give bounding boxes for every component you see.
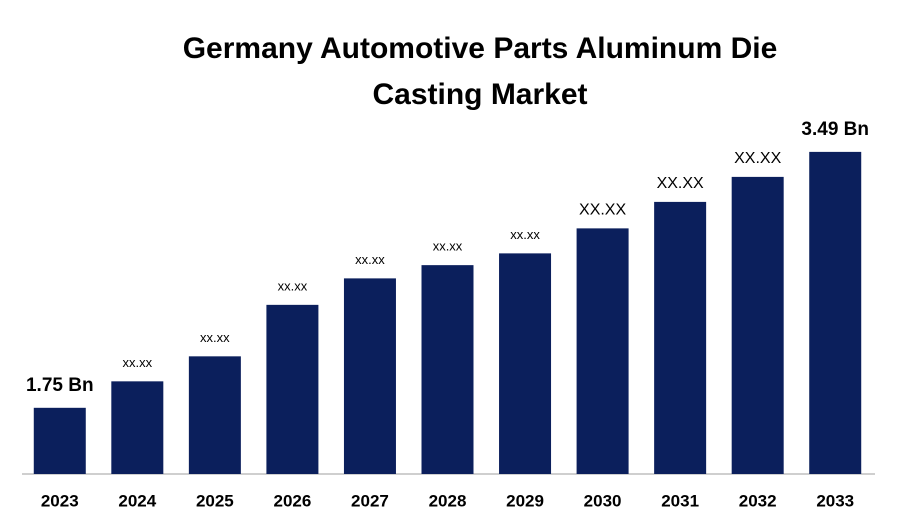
bar bbox=[654, 201, 707, 475]
x-tick-label: 2026 bbox=[273, 491, 311, 510]
data-label: xx.xx bbox=[278, 278, 308, 293]
bar bbox=[576, 228, 629, 474]
bar bbox=[499, 253, 552, 474]
data-label: xx.xx bbox=[433, 239, 463, 254]
x-tick-label: 2032 bbox=[739, 491, 777, 510]
data-label: xx.xx bbox=[355, 252, 385, 267]
bar bbox=[188, 356, 241, 474]
data-label: xx.xx bbox=[123, 355, 153, 370]
x-tick-label: 2030 bbox=[584, 491, 622, 510]
x-tick-label: 2025 bbox=[196, 491, 234, 510]
bar bbox=[421, 265, 474, 474]
chart-title: Germany Automotive Parts Aluminum Die Ca… bbox=[182, 32, 778, 111]
x-tick-label: 2031 bbox=[661, 491, 699, 510]
data-label: XX.XX bbox=[657, 175, 704, 192]
x-tick-label: 2027 bbox=[351, 491, 389, 510]
x-tick-label: 2024 bbox=[118, 491, 156, 510]
bar bbox=[111, 381, 164, 474]
bar bbox=[343, 278, 396, 474]
x-tick-label: 2029 bbox=[506, 491, 544, 510]
data-label: xx.xx bbox=[510, 227, 540, 242]
bar bbox=[33, 407, 86, 474]
data-label: 3.49 Bn bbox=[801, 119, 869, 140]
bar bbox=[809, 151, 862, 474]
x-tick-label: 2033 bbox=[816, 491, 854, 510]
data-label: 1.75 Bn bbox=[26, 375, 94, 396]
x-tick-label: 2028 bbox=[429, 491, 467, 510]
data-label: XX.XX bbox=[734, 150, 781, 167]
data-label: XX.XX bbox=[579, 202, 626, 219]
x-tick-label: 2023 bbox=[41, 491, 79, 510]
data-label: xx.xx bbox=[200, 330, 230, 345]
bar bbox=[266, 304, 319, 474]
bar bbox=[731, 176, 784, 474]
